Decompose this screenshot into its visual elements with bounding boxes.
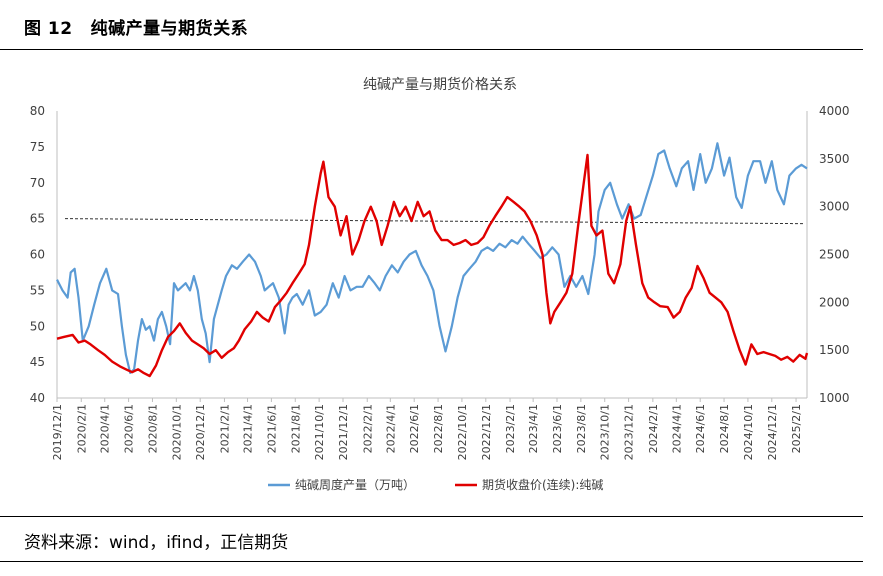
reference-line-group xyxy=(64,218,806,225)
figure-caption: 纯碱产量与期货关系 xyxy=(90,19,249,39)
x-tick-label: 2023/2/1 xyxy=(504,404,517,453)
y-left-tick-label: 40 xyxy=(30,391,45,405)
x-tick-label: 2020/12/1 xyxy=(194,404,207,460)
x-tick-label: 2024/8/1 xyxy=(718,404,731,453)
legend-item-futures-label: 期货收盘价(连续):纯碱 xyxy=(482,477,603,492)
x-tick-label: 2023/8/1 xyxy=(575,404,588,453)
y-left-tick-label: 60 xyxy=(30,248,45,262)
x-tick-label: 2021/2/1 xyxy=(218,404,231,453)
x-tick-label: 2020/10/1 xyxy=(170,404,183,460)
legend: 纯碱周度产量（万吨） 期货收盘价(连续):纯碱 xyxy=(268,477,603,492)
bottom-rule xyxy=(0,516,863,517)
top-rule xyxy=(0,49,863,50)
x-tick-label: 2024/4/1 xyxy=(670,404,683,453)
chart-title: 纯碱产量与期货价格关系 xyxy=(363,76,517,93)
y-left-tick-label: 55 xyxy=(30,283,45,297)
x-tick-label: 2025/2/1 xyxy=(790,404,803,453)
y-right-tick-label: 1000 xyxy=(819,391,850,405)
source-note: 资料来源：wind，ifind，正信期货 xyxy=(24,533,289,553)
y-right-tick-label: 3500 xyxy=(819,152,850,166)
x-tick-label: 2024/6/1 xyxy=(694,404,707,453)
x-tick-label: 2021/12/1 xyxy=(337,404,350,460)
x-tick-label: 2020/4/1 xyxy=(99,404,112,453)
x-tick-label: 2023/12/1 xyxy=(623,404,636,460)
x-tick-label: 2022/6/1 xyxy=(408,404,421,453)
x-tick-label: 2022/2/1 xyxy=(361,404,374,453)
y-right-tick-label: 2000 xyxy=(819,295,850,309)
x-tick-label: 2020/2/1 xyxy=(75,404,88,453)
x-tick-label: 2020/6/1 xyxy=(123,404,136,453)
y-left-tick-label: 50 xyxy=(30,319,45,333)
x-tick-label: 2021/4/1 xyxy=(242,404,255,453)
figure-number: 图 12 xyxy=(24,19,73,39)
x-tick-label: 2019/12/1 xyxy=(51,404,64,460)
x-tick-label: 2022/4/1 xyxy=(384,404,397,453)
x-tick-label: 2022/8/1 xyxy=(432,404,445,453)
chart: 纯碱产量与期货价格关系 80 75 70 65 60 55 50 45 40 4000 3500 30… xyxy=(30,76,850,492)
y-right-tick-label: 4000 xyxy=(819,104,850,118)
series-line-output xyxy=(56,142,808,374)
footer-rule xyxy=(0,561,863,562)
y-left-tick-label: 80 xyxy=(30,104,45,118)
y-left-tick-label: 45 xyxy=(30,355,45,369)
x-tick-label: 2021/6/1 xyxy=(265,404,278,453)
y-right-tick-label: 3000 xyxy=(819,200,850,214)
legend-item-output-label: 纯碱周度产量（万吨） xyxy=(295,477,415,492)
x-tick-label: 2022/10/1 xyxy=(456,404,469,460)
y-right-tick-label: 1500 xyxy=(819,343,850,357)
x-tick-label: 2022/12/1 xyxy=(480,404,493,460)
x-tick-label: 2024/10/1 xyxy=(742,404,755,460)
x-tick-label: 2023/6/1 xyxy=(551,404,564,453)
y-right-tick-label: 2500 xyxy=(819,248,850,262)
series-lines xyxy=(56,142,809,378)
axes: 80 75 70 65 60 55 50 45 40 4000 3500 3000 2500 2000 15… xyxy=(30,104,850,460)
x-tick-label: 2020/8/1 xyxy=(146,404,159,453)
series-line-futures xyxy=(56,153,809,378)
x-tick-label: 2021/8/1 xyxy=(289,404,302,453)
x-tick-label: 2021/10/1 xyxy=(313,404,326,460)
y-left-tick-label: 65 xyxy=(30,212,45,226)
y-left-tick-label: 75 xyxy=(30,140,45,154)
x-tick-label: 2024/2/1 xyxy=(647,404,660,453)
x-tick-label: 2024/12/1 xyxy=(766,404,779,460)
x-tick-label: 2023/4/1 xyxy=(527,404,540,453)
x-tick-label: 2023/10/1 xyxy=(599,404,612,460)
figure-title: 图 12 纯碱产量与期货关系 xyxy=(24,14,248,39)
y-left-tick-label: 70 xyxy=(30,176,45,190)
reference-dashed-line xyxy=(64,218,806,225)
